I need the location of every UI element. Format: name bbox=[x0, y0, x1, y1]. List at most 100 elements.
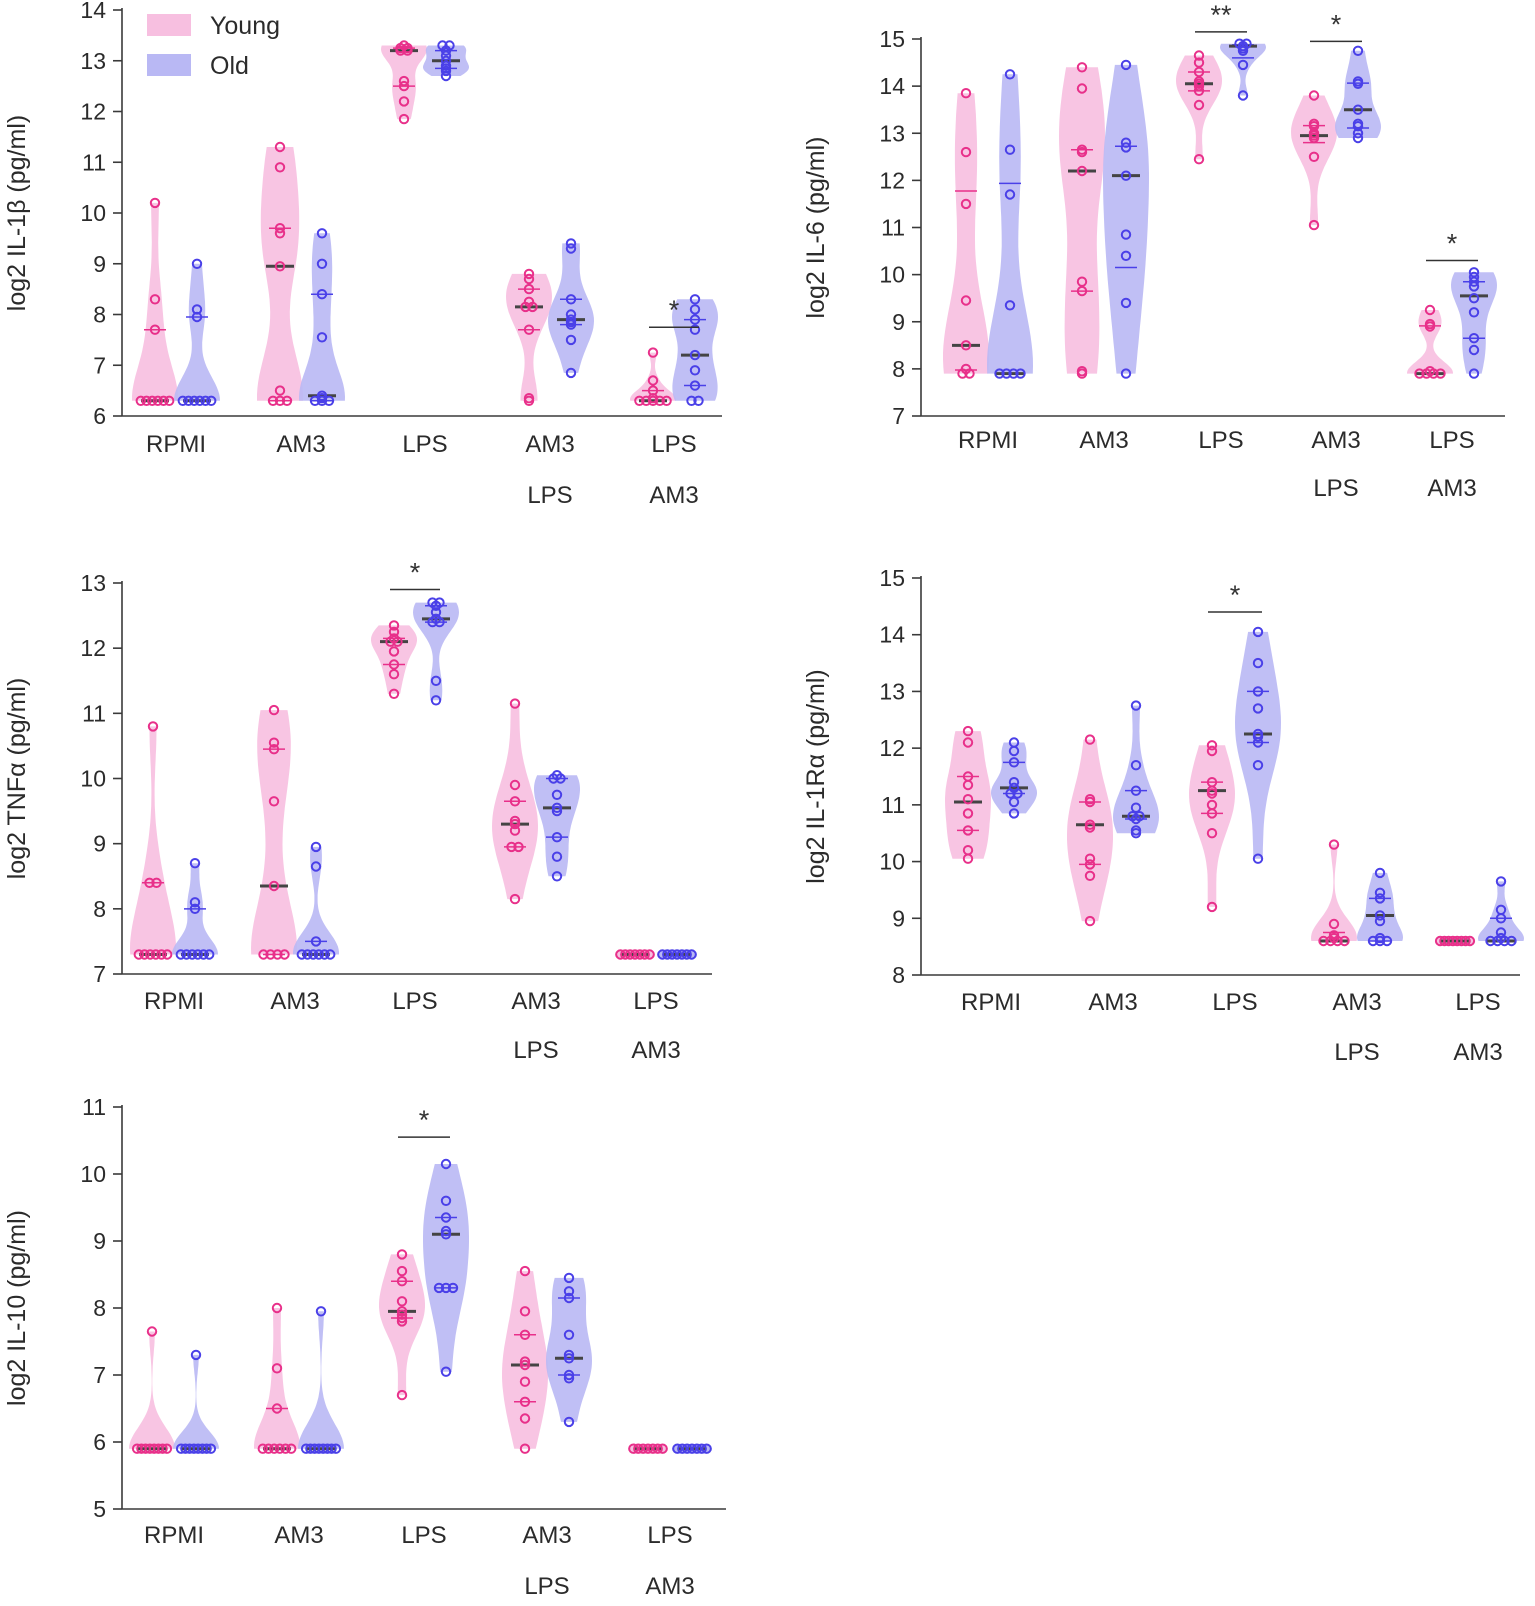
data-point-young bbox=[1076, 146, 1088, 158]
data-point-old bbox=[565, 319, 577, 330]
data-point-old bbox=[701, 1443, 712, 1454]
violin-young bbox=[257, 147, 303, 401]
x-category-label: LPS bbox=[401, 1522, 446, 1549]
x-category-label: AM3 bbox=[1453, 1039, 1502, 1066]
data-point-young bbox=[1084, 853, 1096, 864]
data-point-old bbox=[1495, 913, 1507, 924]
data-point-old bbox=[1367, 935, 1379, 947]
x-category-label: AM3 bbox=[511, 988, 560, 1015]
data-point-old bbox=[1120, 142, 1132, 153]
data-point-young bbox=[1084, 796, 1096, 808]
data-point-young bbox=[272, 949, 283, 960]
data-point-young bbox=[1308, 121, 1320, 132]
data-point-young bbox=[157, 1443, 168, 1454]
significance-label: * bbox=[410, 558, 421, 588]
data-point-young bbox=[396, 1276, 408, 1287]
data-point-old bbox=[1252, 657, 1264, 669]
chart-panel-1: 7 8 9 10 11 12 13 14 15 log2 IL-6 (pg/ml) RPMI AM3 L… bbox=[802, 0, 1505, 502]
chart-panel-2: 7 8 9 10 11 12 13 log2 TNFα (pg/ml) RPMI AM3 LPS AM… bbox=[3, 558, 712, 1064]
data-point-young bbox=[520, 301, 531, 313]
data-point-young bbox=[274, 261, 286, 272]
data-point-old bbox=[315, 1306, 327, 1317]
data-point-old bbox=[187, 949, 198, 960]
data-point-old bbox=[1252, 737, 1264, 748]
y-axis-title: log2 IL-10 (pg/ml) bbox=[3, 1210, 31, 1406]
data-point-old bbox=[563, 1329, 575, 1341]
data-point-young bbox=[1193, 50, 1205, 61]
data-point-old bbox=[1120, 368, 1132, 379]
data-point-young bbox=[1206, 808, 1218, 819]
data-point-old bbox=[563, 1286, 575, 1297]
x-category-label: LPS bbox=[524, 1573, 569, 1600]
data-point-young bbox=[628, 1443, 639, 1454]
y-tick-label: 9 bbox=[93, 251, 106, 277]
data-point-young bbox=[960, 295, 972, 306]
data-point-young bbox=[396, 1312, 408, 1324]
data-point-young bbox=[396, 1265, 408, 1277]
data-point-old bbox=[191, 311, 203, 323]
data-point-old bbox=[440, 45, 452, 56]
data-point-young bbox=[642, 1443, 654, 1454]
data-point-old bbox=[430, 600, 442, 611]
violin-young bbox=[1311, 844, 1357, 941]
data-point-old bbox=[296, 949, 307, 960]
data-point-old bbox=[548, 773, 559, 784]
y-tick-label: 11 bbox=[82, 1094, 106, 1120]
data-point-young bbox=[509, 796, 521, 807]
x-category-label: AM3 bbox=[649, 482, 698, 509]
y-tick-label: 7 bbox=[93, 1362, 106, 1388]
data-point-old bbox=[563, 1373, 575, 1384]
data-point-young bbox=[1193, 99, 1205, 111]
data-point-old bbox=[1252, 703, 1264, 714]
data-point-young bbox=[523, 324, 535, 335]
y-tick-label: 8 bbox=[93, 896, 106, 922]
data-point-old bbox=[551, 851, 563, 862]
data-point-young bbox=[162, 949, 173, 960]
data-point-young bbox=[509, 779, 521, 791]
data-point-young bbox=[519, 1413, 531, 1424]
data-point-old bbox=[200, 395, 211, 406]
data-point-old bbox=[1352, 132, 1364, 144]
data-point-young bbox=[960, 88, 972, 99]
data-point-young bbox=[388, 646, 400, 657]
data-point-young bbox=[145, 949, 156, 960]
data-point-young bbox=[1193, 154, 1205, 165]
data-point-old bbox=[440, 50, 452, 61]
x-category-label: LPS bbox=[647, 1522, 692, 1549]
data-point-old bbox=[1468, 281, 1480, 292]
data-point-old bbox=[563, 1369, 575, 1381]
data-point-young bbox=[1206, 828, 1218, 839]
data-point-old bbox=[672, 1443, 683, 1454]
data-point-old bbox=[434, 616, 445, 628]
data-point-old bbox=[430, 675, 442, 686]
data-point-young bbox=[149, 197, 161, 209]
significance-label: * bbox=[669, 295, 680, 325]
y-tick-label: 11 bbox=[881, 215, 905, 241]
chart-panel-3: 8 9 10 11 12 13 14 15 log2 IL-1Rα (pg/ml) RPMI AM3… bbox=[802, 565, 1524, 1066]
data-point-old bbox=[447, 1282, 459, 1294]
data-point-old bbox=[677, 1443, 688, 1454]
data-point-old bbox=[1252, 760, 1264, 771]
data-point-young bbox=[960, 198, 972, 210]
data-point-young bbox=[398, 75, 410, 87]
data-point-young bbox=[385, 636, 396, 647]
data-point-young bbox=[152, 395, 164, 406]
data-point-young bbox=[509, 815, 521, 827]
data-point-young bbox=[519, 1396, 531, 1408]
data-point-young bbox=[960, 146, 972, 158]
data-point-young bbox=[523, 395, 535, 406]
data-point-old bbox=[1506, 935, 1517, 947]
data-point-young bbox=[1328, 918, 1340, 930]
data-point-young bbox=[615, 949, 626, 960]
data-point-old bbox=[1001, 368, 1012, 379]
data-point-old bbox=[326, 1443, 337, 1454]
data-point-old bbox=[1352, 128, 1364, 139]
data-point-young bbox=[149, 294, 161, 305]
y-tick-label: 12 bbox=[80, 99, 106, 125]
data-point-young bbox=[144, 877, 155, 888]
data-point-old bbox=[440, 70, 452, 82]
data-point-old bbox=[555, 773, 566, 784]
data-point-old bbox=[1237, 90, 1249, 101]
data-point-young bbox=[1084, 734, 1096, 745]
data-point-old bbox=[1499, 935, 1510, 947]
